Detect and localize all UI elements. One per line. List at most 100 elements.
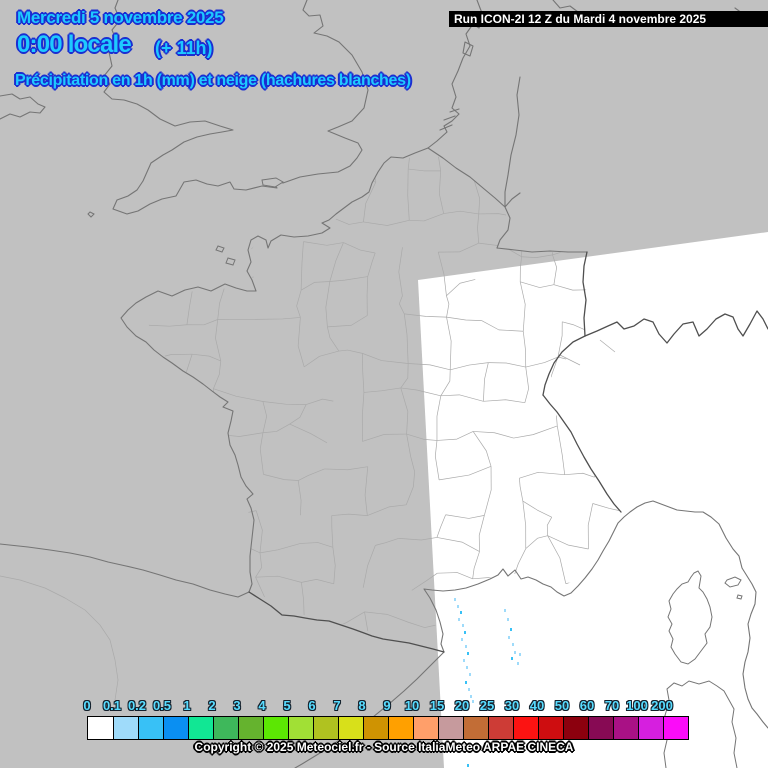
department-border-line	[182, 619, 193, 645]
department-border-line	[212, 166, 215, 217]
swiss-region-borders	[559, 339, 616, 366]
border-france-switzerland	[542, 335, 586, 396]
department-border-line	[325, 281, 331, 327]
department-border-line	[327, 326, 340, 352]
department-border-line	[552, 241, 591, 256]
colorbar-tick-label: 1	[183, 698, 191, 713]
department-border-line	[521, 254, 553, 258]
department-border-line	[255, 317, 301, 320]
department-border-line	[403, 313, 409, 364]
border-rhine-france-germany	[582, 251, 588, 337]
department-border-line	[178, 394, 187, 430]
precip-dot	[465, 681, 467, 684]
isle-of-wight	[261, 177, 284, 188]
colorbar-tick-label: 3	[233, 698, 241, 713]
precip-dot	[461, 638, 463, 641]
department-border-line	[331, 515, 334, 548]
department-border-line	[364, 611, 379, 645]
department-border-line	[556, 425, 566, 475]
department-border-line	[375, 538, 399, 546]
copyright-label: Copyright © 2025 Meteociel.fr - Source I…	[194, 740, 574, 754]
department-border-line	[546, 517, 553, 536]
colorbar-tick-label: 0.2	[127, 698, 147, 713]
department-border-line	[148, 150, 157, 182]
colorbar-tick-label: 10	[404, 698, 420, 713]
department-border-line	[290, 624, 305, 645]
department-border-line	[404, 313, 447, 318]
colorbar-tick-label: 0	[83, 698, 91, 713]
run-info-bar: Run ICON-2I 12 Z du Mardi 4 novembre 202…	[449, 11, 768, 27]
channel-islands	[87, 211, 236, 266]
colorbar-tick-label: 25	[479, 698, 495, 713]
department-border-line	[638, 168, 640, 220]
department-border-line	[411, 572, 438, 591]
department-border-line	[213, 388, 264, 402]
department-border-line	[300, 241, 304, 291]
department-border-line	[148, 173, 183, 182]
department-border-line	[367, 252, 376, 277]
department-border-line	[478, 213, 516, 217]
department-border-line	[483, 399, 525, 404]
department-border-line	[267, 137, 292, 145]
colorbar-cell	[188, 717, 213, 739]
department-border-line	[436, 514, 446, 538]
precip-dot	[519, 653, 521, 656]
department-border-line	[141, 353, 193, 363]
colorbar-tick-label: 0.1	[102, 698, 122, 713]
precip-dot	[460, 611, 462, 614]
department-border-line	[400, 387, 441, 397]
department-border-line	[472, 551, 480, 579]
colorbar-tick-label: 9	[383, 698, 391, 713]
department-border-line	[473, 431, 514, 439]
colorbar-cell	[313, 717, 338, 739]
department-border-line	[222, 536, 261, 554]
department-border-line	[400, 387, 409, 435]
coastline-ireland	[0, 93, 46, 120]
department-border-line	[557, 321, 563, 358]
department-border-line	[408, 622, 440, 628]
precip-dot	[466, 703, 468, 706]
department-border-line	[300, 542, 333, 548]
department-border-line	[148, 324, 187, 327]
colorbar-cell	[388, 717, 413, 739]
department-border-line	[590, 241, 620, 247]
department-border-line	[362, 433, 407, 442]
colorbar-tick-label: 100	[626, 698, 648, 713]
department-border-line	[436, 431, 474, 441]
island-small	[736, 594, 743, 600]
precip-dot	[512, 643, 514, 646]
department-border-line	[450, 362, 489, 371]
department-border-line	[115, 509, 117, 549]
colorbar-tick-label: 0.5	[152, 698, 172, 713]
department-border-line	[484, 466, 492, 516]
department-border-line	[472, 431, 492, 467]
department-border-line	[522, 331, 527, 368]
department-border-line	[104, 182, 108, 202]
department-border-line	[186, 319, 218, 326]
department-border-line	[366, 276, 369, 316]
department-border-line	[362, 545, 376, 588]
department-border-line	[145, 426, 187, 432]
department-border-line	[525, 535, 548, 549]
department-border-line	[259, 543, 301, 554]
border-france-italy	[542, 394, 622, 513]
colorbar-tick-label: 60	[579, 698, 595, 713]
colorbar-cell	[613, 717, 638, 739]
department-border-line	[436, 395, 442, 441]
department-border-line	[333, 611, 365, 629]
precip-dot	[462, 624, 464, 627]
precip-dot	[464, 631, 466, 634]
department-border-line	[146, 211, 189, 221]
colorbar-tick-label: 15	[429, 698, 445, 713]
department-border-line	[327, 171, 335, 219]
department-border-line	[306, 398, 334, 405]
department-border-line	[329, 242, 344, 282]
colorbar-cell	[463, 717, 488, 739]
department-border-line	[211, 150, 219, 167]
department-border-line	[551, 210, 600, 217]
precip-dot	[467, 764, 469, 767]
department-border-line	[186, 512, 233, 518]
department-border-line	[590, 215, 601, 242]
